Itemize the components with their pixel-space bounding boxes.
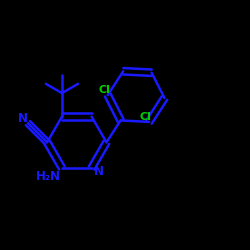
Text: N: N bbox=[94, 165, 104, 178]
Text: N: N bbox=[18, 112, 28, 125]
Text: Cl: Cl bbox=[98, 85, 110, 95]
Text: H₂N: H₂N bbox=[36, 170, 61, 183]
Text: Cl: Cl bbox=[140, 112, 151, 122]
